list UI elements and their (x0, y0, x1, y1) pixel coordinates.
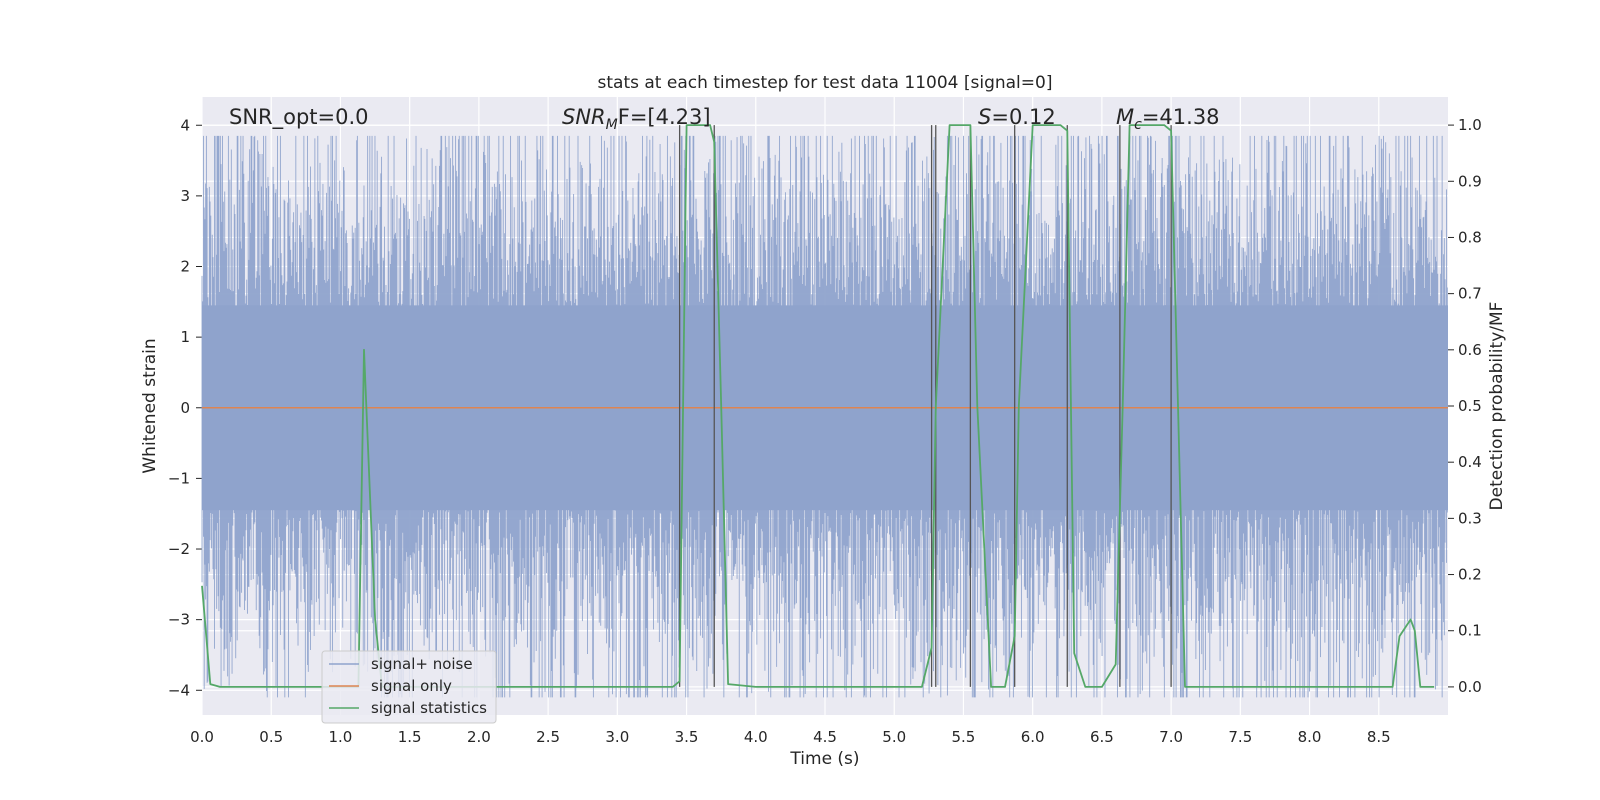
x-tick-label: 1.0 (329, 728, 353, 746)
x-tick-label: 5.0 (882, 728, 906, 746)
y-tick-label: −1 (168, 469, 190, 487)
x-tick-label: 3.0 (605, 728, 629, 746)
y-tick-label: 2 (180, 258, 190, 276)
y2-tick-labels: 1.0 0.9 0.8 0.7 0.6 0.5 0.4 0.3 0.2 0.1 0.0 (1458, 116, 1482, 696)
annotation-mc-rest: =41.38 (1142, 105, 1220, 129)
y2-tick-label: 0.2 (1458, 566, 1482, 584)
x-tick-label: 8.0 (1298, 728, 1322, 746)
x-tick-label: 3.5 (675, 728, 699, 746)
y-tick-label: 4 (180, 116, 190, 134)
y-axis-label: Whitened strain (140, 338, 160, 473)
y2-tick-label: 0.8 (1458, 228, 1482, 246)
y2-tick-label: 0.9 (1458, 172, 1482, 190)
y2-tick-label: 1.0 (1458, 116, 1482, 134)
annotation-snr-opt: SNR_opt=0.0 (229, 105, 369, 130)
legend-label-signal-noise: signal+ noise (371, 655, 473, 673)
x-axis-label: Time (s) (789, 749, 859, 769)
x-tick-label: 5.5 (952, 728, 976, 746)
x-tick-label: 4.0 (744, 728, 768, 746)
annotation-mc: Mc=41.38 (1116, 105, 1220, 133)
x-tick-label: 2.5 (536, 728, 560, 746)
annotation-mc-sub: c (1134, 117, 1142, 133)
x-tick-labels: 0.0 0.5 1.0 1.5 2.0 2.5 3.0 3.5 4.0 4.5 5.0 5.5 6.0 6… (190, 728, 1391, 746)
x-tick-label: 2.0 (467, 728, 491, 746)
y2-axis-label: Detection probability/MF (1487, 302, 1507, 511)
annotation-snr-mf: SNRMF=[4.23] (562, 105, 711, 133)
chart-title: stats at each timestep for test data 110… (598, 73, 1053, 93)
x-tick-label: 4.5 (813, 728, 837, 746)
annotation-s: S=0.12 (978, 105, 1056, 129)
y-tick-label: 3 (180, 187, 190, 205)
annotation-s-rest: =0.12 (991, 105, 1055, 129)
y2-tick-label: 0.5 (1458, 397, 1482, 415)
x-tick-label: 6.5 (1090, 728, 1114, 746)
x-tick-label: 7.0 (1159, 728, 1183, 746)
y2-tick-label: 0.0 (1458, 678, 1482, 696)
y-tick-labels: 4 3 2 1 0 −1 −2 −3 −4 (168, 116, 190, 699)
x-tick-label: 1.5 (398, 728, 422, 746)
y-tick-label: −4 (168, 681, 190, 699)
y-tick-label: −3 (168, 611, 190, 629)
legend-box (321, 650, 497, 724)
x-tick-label: 8.5 (1367, 728, 1391, 746)
y2-tick-label: 0.3 (1458, 509, 1482, 527)
x-tick-label: 0.5 (259, 728, 283, 746)
annotation-snr-mf-rest: F=[4.23] (618, 105, 711, 129)
x-tick-label: 6.0 (1021, 728, 1045, 746)
y-tick-label: −2 (168, 540, 190, 558)
y-tick-label: 1 (180, 328, 190, 346)
legend: signal+ noise signal only signal statist… (321, 650, 497, 724)
annotation-mc-main: M (1116, 105, 1134, 129)
legend-label-signal-statistics: signal statistics (371, 699, 487, 717)
annotation-snr-mf-sub: M (606, 117, 618, 133)
y2-tick-label: 0.4 (1458, 453, 1482, 471)
annotation-s-var: S (978, 105, 991, 129)
y-tick-label: 0 (180, 399, 190, 417)
annotation-snr-mf-main: SNR (562, 105, 606, 129)
y2-tick-label: 0.6 (1458, 341, 1482, 359)
x-tick-label: 7.5 (1228, 728, 1252, 746)
y2-tick-label: 0.7 (1458, 285, 1482, 303)
x-tick-label: 0.0 (190, 728, 214, 746)
legend-label-signal-only: signal only (371, 677, 452, 695)
y2-tick-label: 0.1 (1458, 622, 1482, 640)
